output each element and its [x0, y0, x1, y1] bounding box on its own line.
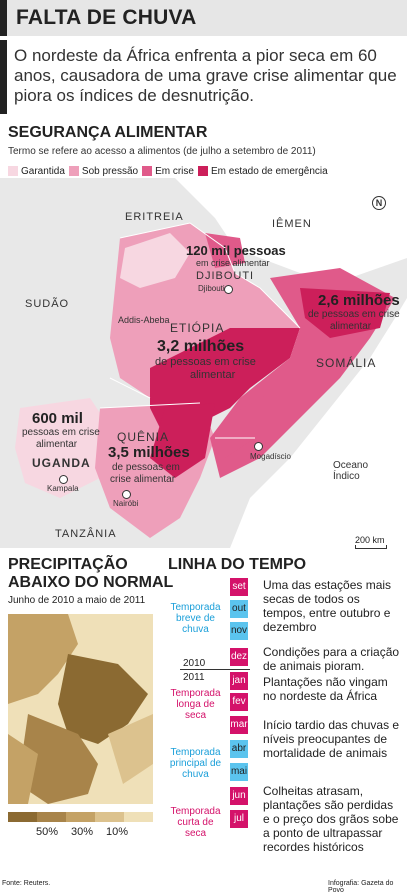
legend-item: Garantida [8, 166, 65, 177]
scale-tick: 30% [71, 826, 94, 838]
callout-somalia-text2: alimentar [330, 321, 372, 332]
year-2010: 2010 [183, 658, 206, 669]
season-label: Temporada curta de seca [170, 806, 221, 839]
timeline-event: Início tardio das chuvas e níveis preocu… [263, 718, 400, 760]
precipitation-title-line2: ABAIXO DO NORMAL [8, 574, 174, 591]
country-djibouti: DJIBOUTI [196, 270, 255, 282]
source-credit: Fonte: Reuters. [2, 880, 51, 887]
year-2011: 2011 [183, 672, 205, 683]
city-marker [59, 475, 68, 484]
legend-item: Em estado de emergência [197, 165, 328, 177]
year-divider [180, 669, 250, 670]
month-jan: jan [230, 672, 248, 690]
scale-swatch [95, 812, 124, 822]
callout-somalia-text1: de pessoas em crise [308, 309, 400, 320]
month-out: out [230, 600, 248, 618]
map-graphic [0, 178, 407, 548]
intro-accent [0, 40, 7, 114]
city-marker [254, 442, 263, 451]
timeline-event: Uma das estações mais secas de todos os … [263, 578, 392, 634]
country-sudan: SUDÃO [25, 298, 70, 310]
legend-swatch [197, 166, 208, 176]
scale-swatch [37, 812, 66, 822]
compass-icon: N [372, 196, 386, 210]
season-label: Temporada principal de chuva [169, 747, 222, 780]
country-kenya: QUÊNIA [117, 430, 170, 444]
title-accent [0, 0, 7, 36]
infographic-credit: Infografia: Gazeta do Povo [328, 880, 394, 894]
precipitation-title-line1: PRECIPITAÇÃO [8, 556, 128, 573]
intro-text: O nordeste da África enfrenta a pior sec… [14, 46, 397, 105]
precipitation-title: PRECIPITAÇÃO ABAIXO DO NORMAL [8, 556, 173, 592]
city-nairobi: Nairóbi [113, 499, 139, 508]
city-marker [224, 285, 233, 294]
callout-somalia-number: 2,6 milhões [318, 292, 400, 309]
scale-swatch [66, 812, 95, 822]
month-jun: jun [230, 787, 248, 805]
legend-swatch [68, 166, 79, 176]
callout-djibouti-number: 120 mil pessoas [186, 243, 286, 258]
legend-swatch [8, 166, 18, 176]
month-mar: mar [230, 716, 248, 734]
timeline-event: Plantações não vingam no nordeste da Áfr… [263, 675, 388, 703]
map-scale-bar [355, 545, 387, 549]
city-djibouti: Djibouti [198, 284, 225, 293]
callout-uganda-text1: pessoas em crise [22, 427, 100, 438]
scale-tick: 50% [36, 826, 59, 838]
callout-kenya-text2: crise alimentar [110, 474, 176, 485]
food-security-subtitle: Termo se refere ao acesso a alimentos (d… [8, 146, 316, 157]
map-scale-label: 200 km [355, 535, 385, 545]
season-label: Temporada breve de chuva [170, 602, 221, 635]
callout-kenya-text1: de pessoas em [112, 462, 180, 473]
precipitation-map-graphic [8, 614, 153, 804]
callout-ethiopia-text2: alimentar [190, 369, 236, 381]
title-bar [0, 0, 407, 36]
country-ethiopia: ETIÓPIA [170, 321, 225, 335]
month-dez: dez [230, 648, 248, 666]
callout-ethiopia-text1: de pessoas em crise [155, 356, 256, 368]
ocean-label: Oceano Índico [333, 460, 369, 482]
food-security-title: SEGURANÇA ALIMENTAR [8, 124, 208, 141]
city-mogadishu: Mogadíscio [250, 452, 291, 461]
callout-ethiopia-number: 3,2 milhões [157, 338, 245, 355]
precipitation-scale [8, 812, 153, 822]
legend: Garantida Sob pressão Em crise Em estado… [8, 164, 332, 178]
country-yemen: IÊMEN [272, 218, 312, 230]
legend-label: Garantida [21, 165, 65, 177]
timeline-title: LINHA DO TEMPO [168, 556, 307, 573]
month-fev: fev [230, 693, 248, 711]
country-tanzania: TANZÂNIA [55, 528, 117, 540]
month-jul: jul [230, 810, 248, 828]
food-security-map: ERITREIA IÊMEN SUDÃO DJIBOUTI ETIÓPIA SO… [0, 178, 407, 548]
country-uganda: UGANDA [32, 456, 91, 470]
page-title: FALTA DE CHUVA [16, 6, 197, 29]
legend-swatch [142, 166, 153, 176]
callout-djibouti-text: em crise alimentar [196, 258, 270, 268]
country-somalia: SOMÁLIA [316, 356, 377, 370]
legend-label: Em estado de emergência [210, 165, 328, 177]
legend-label: Sob pressão [81, 165, 139, 177]
city-kampala: Kampala [47, 484, 79, 493]
scale-swatch [124, 812, 153, 822]
month-set: set [230, 578, 248, 596]
timeline-event: Condições para a criação de animais pior… [263, 645, 400, 673]
legend-item: Sob pressão [68, 165, 139, 177]
season-label: Temporada longa de seca [170, 688, 221, 721]
scale-swatch [8, 812, 37, 822]
legend-label: Em crise [155, 165, 194, 177]
month-abr: abr [230, 740, 248, 758]
month-mai: mai [230, 763, 248, 781]
country-eritrea: ERITREIA [125, 211, 184, 223]
scale-tick: 10% [106, 826, 129, 838]
legend-item: Em crise [142, 166, 194, 177]
month-nov: nov [230, 622, 248, 640]
city-marker [122, 490, 131, 499]
precipitation-subtitle: Junho de 2010 a maio de 2011 [8, 595, 146, 606]
callout-uganda-text2: alimentar [36, 439, 78, 450]
precipitation-map [8, 614, 153, 804]
callout-kenya-number: 3,5 milhões [108, 444, 190, 461]
city-addis: Addis-Abeba [118, 315, 170, 325]
callout-uganda-number: 600 mil [32, 410, 83, 427]
timeline-event: Colheitas atrasam, plantações são perdid… [263, 784, 399, 854]
